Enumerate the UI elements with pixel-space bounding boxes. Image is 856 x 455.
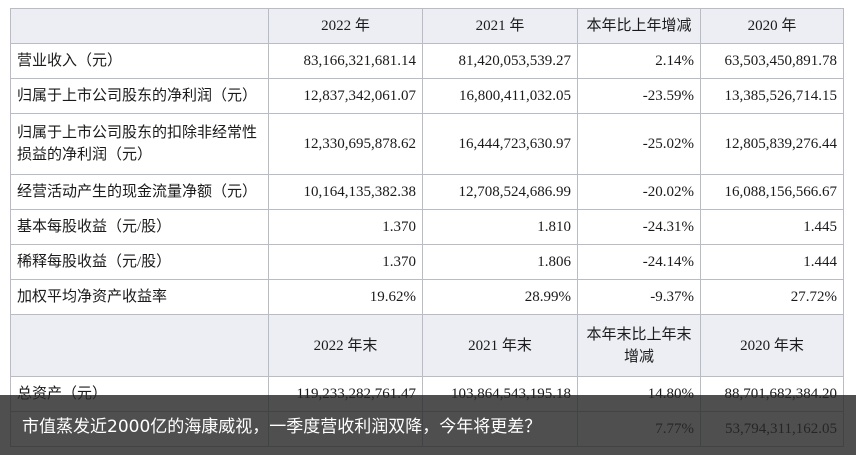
value-cell: 12,837,342,061.07 (268, 78, 423, 114)
value-cell: -9.37% (577, 279, 701, 315)
header-cell: 本年比上年增减 (577, 8, 701, 44)
row-label: 加权平均净资产收益率 (10, 279, 269, 315)
value-cell: 1.370 (268, 244, 423, 280)
row-label: 归属于上市公司股东的扣除非经常性损益的净利润（元） (10, 113, 269, 175)
value-cell: 1.444 (700, 244, 844, 280)
header-cell: 2022 年 (268, 8, 423, 44)
value-cell: 19.62% (268, 279, 423, 315)
header-cell: 本年末比上年末增减 (577, 314, 701, 377)
value-cell: 12,330,695,878.62 (268, 113, 423, 175)
row-label: 营业收入（元） (10, 43, 269, 79)
header-cell: 2021 年末 (422, 314, 578, 377)
value-cell: 27.72% (700, 279, 844, 315)
value-cell: 13,385,526,714.15 (700, 78, 844, 114)
value-cell: 16,444,723,630.97 (422, 113, 578, 175)
financial-table: 2022 年 2021 年本年比上年增减 2020 年营业收入（元） 83,166,3… (10, 8, 844, 447)
data-row: 稀释每股收益（元/股） 1.370 1.806 -24.14% 1.444 (10, 244, 844, 280)
row-label: 归属于上市公司股东的净利润（元） (10, 78, 269, 114)
caption: 市值蒸发近2000亿的海康威视，一季度营收利润双降，今年将更差？ (22, 417, 542, 437)
row-label: 基本每股收益（元/股） (10, 209, 269, 245)
header-row: 2022 年末 2021 年末 本年末比上年末增减 2020 年末 (10, 314, 844, 377)
data-row: 归属于上市公司股东的净利润（元） 12,837,342,061.07 16,800,… (10, 78, 844, 114)
value-cell: 63,503,450,891.78 (700, 43, 844, 79)
header-cell (10, 8, 269, 44)
data-row: 基本每股收益（元/股） 1.370 1.810 -24.31% 1.445 (10, 209, 844, 245)
value-cell: 1.806 (422, 244, 578, 280)
value-cell: -25.02% (577, 113, 701, 175)
value-cell: 1.370 (268, 209, 423, 245)
value-cell: 12,708,524,686.99 (422, 174, 578, 210)
value-cell: 2.14% (577, 43, 701, 79)
data-row: 加权平均净资产收益率 19.62% 28.99% -9.37% 27.72% (10, 279, 844, 315)
value-cell: 81,420,053,539.27 (422, 43, 578, 79)
value-cell: -24.14% (577, 244, 701, 280)
value-cell: 1.445 (700, 209, 844, 245)
header-cell (10, 314, 269, 377)
value-cell: 1.810 (422, 209, 578, 245)
data-row: 归属于上市公司股东的扣除非经常性损益的净利润（元） 12,330,695,878.… (10, 113, 844, 175)
header-cell: 2021 年 (422, 8, 578, 44)
value-cell: -20.02% (577, 174, 701, 210)
header-cell: 2020 年 (700, 8, 844, 44)
header-cell: 2022 年末 (268, 314, 423, 377)
value-cell: -24.31% (577, 209, 701, 245)
value-cell: 16,088,156,566.67 (700, 174, 844, 210)
caption-bar: 市值蒸发近2000亿的海康威视，一季度营收利润双降，今年将更差？ (0, 395, 856, 455)
value-cell: -23.59% (577, 78, 701, 114)
header-cell: 2020 年末 (700, 314, 844, 377)
value-cell: 10,164,135,382.38 (268, 174, 423, 210)
value-cell: 16,800,411,032.05 (422, 78, 578, 114)
header-row: 2022 年 2021 年本年比上年增减 2020 年 (10, 8, 844, 44)
data-row: 营业收入（元） 83,166,321,681.14 81,420,053,539.2… (10, 43, 844, 79)
value-cell: 12,805,839,276.44 (700, 113, 844, 175)
value-cell: 28.99% (422, 279, 578, 315)
data-row: 经营活动产生的现金流量净额（元） 10,164,135,382.38 12,708,… (10, 174, 844, 210)
row-label: 稀释每股收益（元/股） (10, 244, 269, 280)
value-cell: 83,166,321,681.14 (268, 43, 423, 79)
row-label: 经营活动产生的现金流量净额（元） (10, 174, 269, 210)
